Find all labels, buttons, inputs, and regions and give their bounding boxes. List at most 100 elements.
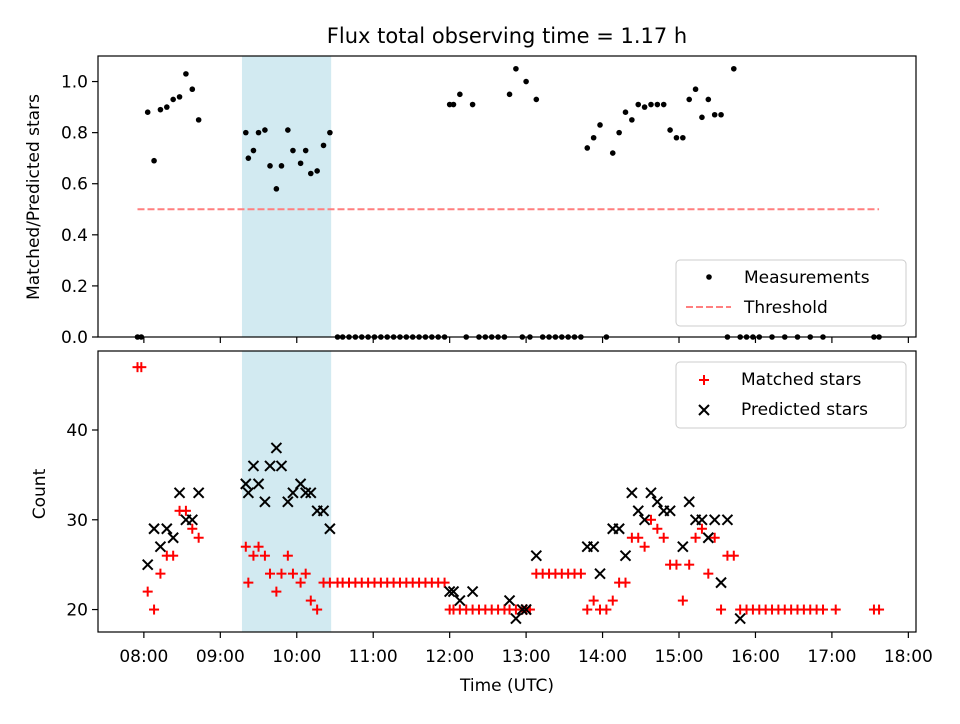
matched-point	[248, 550, 259, 561]
legend-measurements-label: Measurements	[744, 268, 870, 288]
predicted-point	[154, 541, 167, 553]
predicted-point-b	[294, 478, 307, 490]
predicted-point	[510, 612, 522, 625]
measurement-point	[273, 186, 280, 192]
predicted-point	[299, 487, 312, 499]
predicted-point-b	[664, 505, 676, 517]
measurement-point	[327, 129, 333, 136]
measurement-point	[622, 109, 629, 115]
measurement-point	[170, 96, 176, 103]
predicted-point-b	[683, 496, 695, 508]
matched-point	[276, 568, 287, 579]
predicted-point-b	[447, 585, 460, 598]
matched-point	[677, 595, 688, 606]
matched-point	[633, 532, 644, 543]
top-shaded-region	[241, 56, 332, 337]
measurement-point	[195, 117, 202, 123]
predicted-point	[594, 567, 606, 580]
measurement-point	[183, 71, 189, 77]
matched-point	[652, 523, 663, 534]
measurement-point	[616, 129, 622, 136]
matched-point	[439, 577, 450, 588]
predicted-point	[275, 460, 288, 472]
predicted-point	[651, 496, 664, 508]
predicted-point	[443, 585, 456, 598]
predicted-point	[270, 442, 283, 454]
predicted-point-b	[626, 487, 638, 499]
measurement-point	[705, 96, 712, 103]
predicted-point-b	[173, 487, 186, 499]
measurement-point	[314, 168, 320, 174]
matched-point	[607, 595, 618, 606]
measurement-point	[590, 134, 597, 141]
x-tick-label: 08:00	[119, 647, 168, 667]
predicted-point-b	[619, 549, 632, 562]
predicted-point-b	[299, 487, 312, 499]
top-panel: Flux total observing time = 1.17 h 0.00.…	[24, 24, 917, 348]
measurement-point	[673, 134, 680, 141]
matched-point	[136, 362, 147, 373]
predicted-point-b	[247, 460, 260, 472]
top-legend-box	[675, 259, 907, 327]
x-tick-label: 15:00	[655, 647, 704, 667]
y-tick-label: 0.0	[61, 328, 88, 348]
top-legend: Measurements Threshold	[675, 259, 907, 327]
y-tick-label: 0.4	[61, 226, 88, 246]
measurement-point	[151, 157, 157, 164]
predicted-point	[264, 460, 276, 472]
measurement-point	[255, 129, 262, 136]
predicted-point	[173, 487, 186, 499]
y-tick-label: 1.0	[61, 73, 88, 93]
y-tick-label: 20	[66, 601, 88, 621]
predicted-point-b	[721, 514, 734, 526]
measurement-point	[164, 104, 170, 110]
predicted-point	[324, 523, 336, 535]
predicted-point	[715, 576, 727, 589]
measurement-point	[718, 111, 724, 118]
predicted-point	[282, 496, 294, 508]
legend-matched-marker	[699, 375, 709, 385]
measurement-point	[157, 106, 164, 113]
measurement-point	[285, 127, 291, 133]
measurement-point	[660, 101, 667, 108]
matched-point	[671, 559, 682, 570]
predicted-point	[167, 532, 179, 544]
predicted-point-b	[696, 514, 708, 526]
x-tick-label: 12:00	[425, 647, 474, 667]
top-axes-frame	[97, 55, 917, 338]
predicted-point-b	[167, 532, 179, 544]
measurement-point	[699, 114, 705, 121]
matched-point	[588, 595, 599, 606]
predicted-point-b	[317, 505, 330, 517]
x-tick-label: 17:00	[807, 647, 856, 667]
top-y-axis-label: Matched/Predicted stars	[24, 94, 44, 300]
predicted-point	[530, 549, 543, 562]
measurement-point	[506, 91, 513, 98]
predicted-point-b	[443, 585, 456, 598]
predicted-point	[247, 460, 260, 472]
predicted-point	[516, 603, 528, 616]
predicted-point-b	[252, 478, 265, 490]
matched-point	[300, 568, 311, 579]
bottom-x-axis-label: Time (UTC)	[459, 676, 554, 696]
matched-point	[271, 586, 282, 597]
predicted-point	[664, 505, 676, 517]
predicted-point	[252, 478, 265, 490]
matched-point	[243, 577, 254, 588]
measurement-point	[680, 134, 686, 141]
matched-point	[874, 604, 885, 615]
predicted-point-b	[161, 523, 173, 535]
predicted-point-b	[148, 523, 160, 535]
predicted-point	[186, 514, 198, 526]
matched-point	[149, 604, 160, 615]
measurement-point	[654, 101, 661, 108]
measurement-point	[245, 155, 252, 161]
matched-point	[295, 577, 306, 588]
predicted-point-b	[734, 612, 746, 625]
matched-point	[690, 532, 701, 543]
matched-point	[259, 550, 270, 561]
measurement-point	[584, 145, 591, 151]
x-tick-label: 13:00	[502, 647, 551, 667]
measurement-point	[711, 111, 718, 118]
